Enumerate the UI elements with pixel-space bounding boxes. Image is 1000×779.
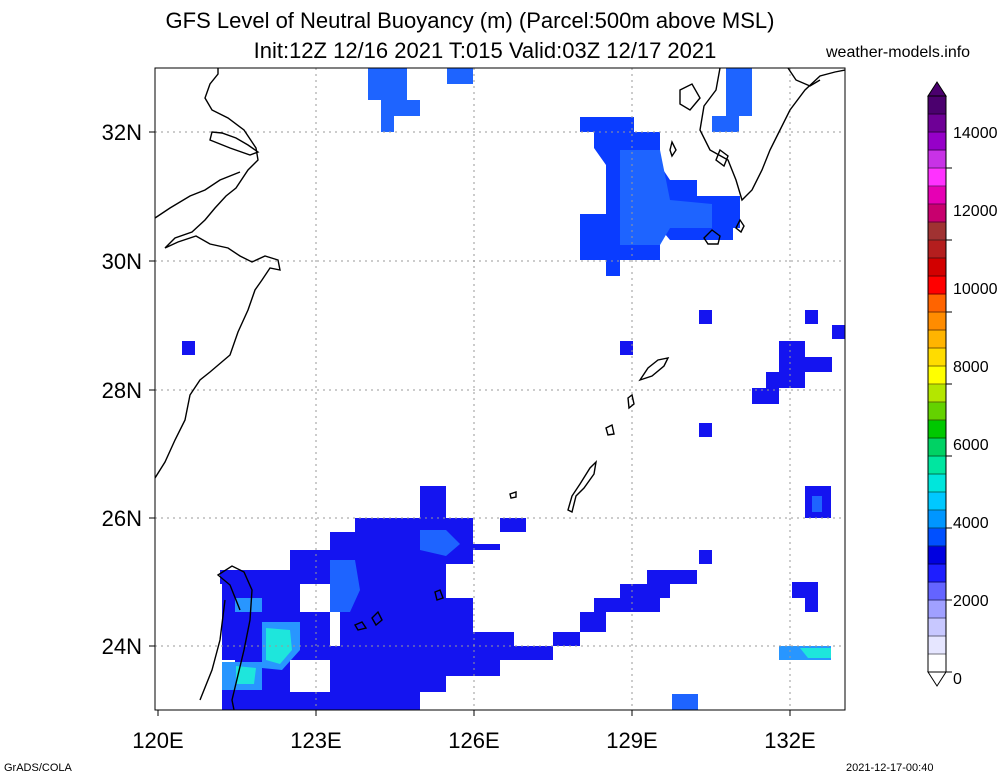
colorbar-segment: [928, 528, 946, 547]
colorbar-segment: [928, 438, 946, 457]
shade-northeast-light: [620, 150, 712, 245]
colorbar-segment: [928, 204, 946, 223]
colorbar-label: 4000: [953, 515, 989, 532]
colorbar-segment: [928, 258, 946, 277]
colorbar-labels: 0 2000 4000 6000 8000 10000 12000 14000: [953, 125, 998, 688]
colorbar-segment: [928, 384, 946, 403]
shade-east-cyan2: [800, 648, 831, 658]
shade-cell: [832, 325, 845, 339]
colorbar-max-arrow: [927, 81, 947, 97]
colorbar-segment: [928, 132, 946, 151]
colorbar-label: 8000: [953, 359, 989, 376]
colorbar-segment: [928, 492, 946, 511]
footer-credit: GrADS/COLA: [4, 762, 72, 774]
colorbar-segment: [928, 636, 946, 655]
colorbar-segment: [928, 420, 946, 439]
lon-label: 126E: [448, 728, 499, 753]
lat-label: 28N: [102, 378, 142, 403]
shade-cell: [182, 341, 195, 355]
shade-southeast-band: [553, 570, 697, 646]
shade-north-top: [368, 68, 420, 132]
plot-frame: [154, 67, 846, 711]
colorbar-segment: [928, 186, 946, 205]
colorbar-segment: [928, 150, 946, 169]
colorbar-segment: [928, 456, 946, 475]
colorbar-segment: [928, 366, 946, 385]
colorbar-segment: [928, 600, 946, 619]
lat-label: 32N: [102, 120, 142, 145]
colorbar-segment: [928, 402, 946, 421]
colorbar-segment: [928, 294, 946, 313]
colorbar: [927, 81, 952, 687]
coastlines: [155, 68, 845, 710]
lat-label: 30N: [102, 249, 142, 274]
colorbar-segment: [928, 564, 946, 583]
colorbar-segment: [928, 114, 946, 133]
lon-label: 132E: [764, 728, 815, 753]
shade-cell: [699, 423, 712, 437]
grid-lines: [155, 68, 845, 710]
colorbar-label: 6000: [953, 437, 989, 454]
shade-cell: [620, 341, 633, 355]
shade-east-cluster: [752, 341, 832, 404]
colorbar-segment: [928, 348, 946, 367]
colorbar-label: 10000: [953, 281, 998, 298]
colorbar-segment: [928, 276, 946, 295]
colorbar-label: 0: [953, 671, 962, 688]
colorbar-label: 12000: [953, 203, 998, 220]
colorbar-segment: [928, 168, 946, 187]
shade-cell: [805, 310, 818, 324]
ticks: [149, 131, 791, 716]
shade-south-light1: [235, 598, 262, 612]
chart-title: GFS Level of Neutral Buoyancy (m) (Parce…: [165, 8, 775, 33]
colorbar-segment: [928, 474, 946, 493]
shade-cell: [672, 694, 698, 710]
lat-label: 24N: [102, 634, 142, 659]
lon-label: 123E: [290, 728, 341, 753]
colorbar-label: 14000: [953, 125, 998, 142]
shade-south-cyan2: [236, 666, 256, 684]
brand-label: weather-models.info: [826, 44, 971, 61]
shade-cell: [447, 68, 473, 84]
shade-south-cyan: [266, 628, 292, 664]
lon-label: 129E: [606, 728, 657, 753]
shade-east-cluster3: [792, 582, 818, 612]
lat-label: 26N: [102, 506, 142, 531]
shade-mid-blue2: [420, 530, 460, 556]
buoyancy-field: [182, 68, 845, 710]
chart-subtitle: Init:12Z 12/16 2021 T:015 Valid:03Z 12/1…: [253, 38, 717, 63]
colorbar-segment: [928, 330, 946, 349]
shade-south-main: [220, 486, 553, 710]
shade-cell: [699, 550, 712, 564]
colorbar-segment: [928, 222, 946, 241]
colorbar-segment: [928, 582, 946, 601]
colorbar-segment: [928, 546, 946, 565]
shade-northeast-top: [712, 68, 752, 132]
colorbar-label: 2000: [953, 593, 989, 610]
colorbar-segment: [928, 240, 946, 259]
footer-timestamp: 2021-12-17-00:40: [846, 762, 934, 774]
shade-cell: [699, 310, 712, 324]
colorbar-segment: [928, 510, 946, 529]
colorbar-min-arrow: [927, 671, 947, 687]
lon-label: 120E: [132, 728, 183, 753]
colorbar-segment: [928, 654, 946, 673]
colorbar-segment: [928, 312, 946, 331]
colorbar-segment: [928, 96, 946, 115]
shade-mid-blue: [330, 560, 360, 612]
colorbar-segment: [928, 618, 946, 637]
